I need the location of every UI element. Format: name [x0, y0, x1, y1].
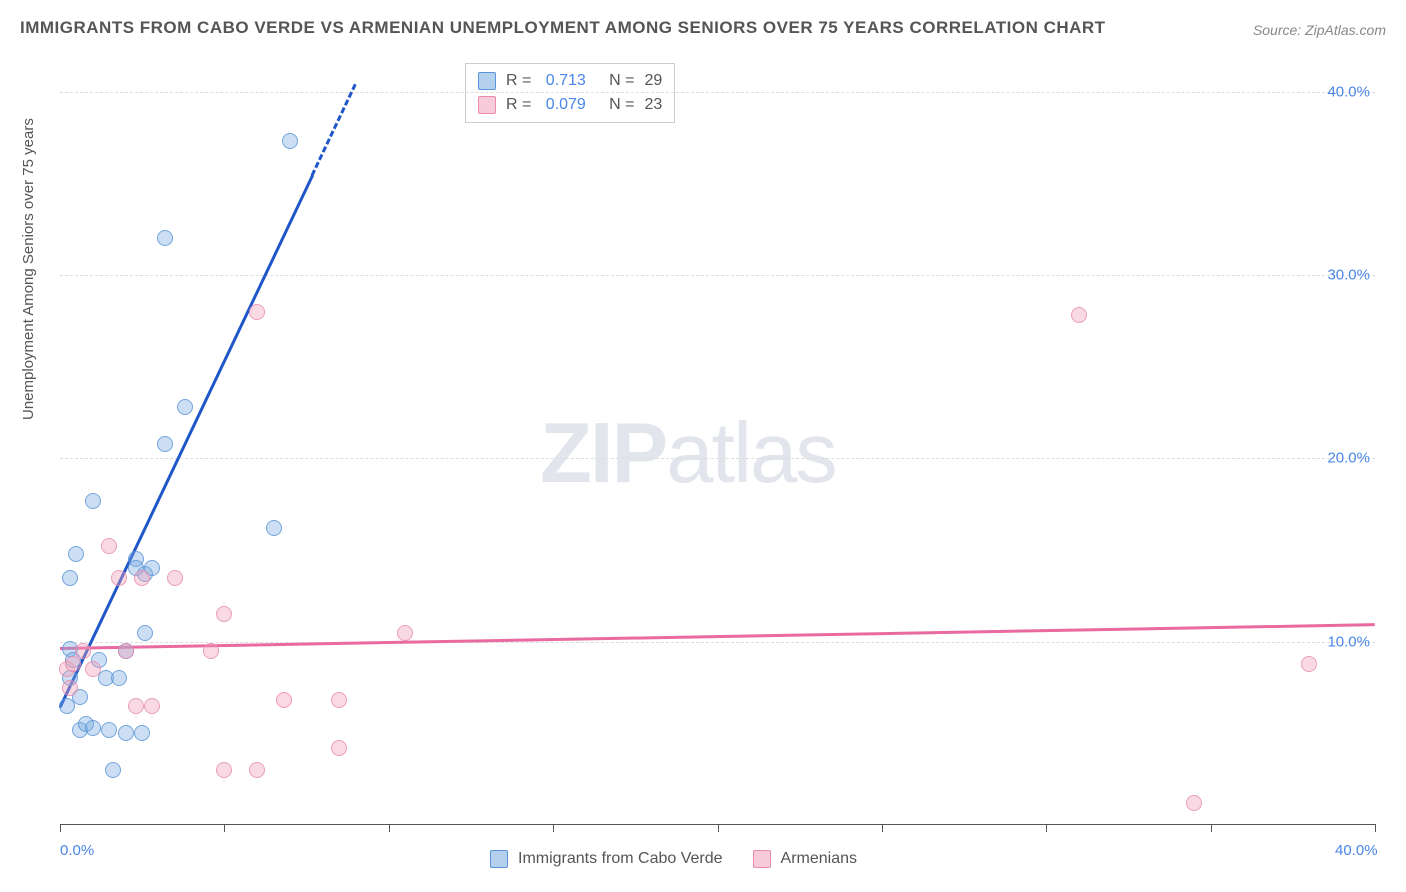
- x-tick: [224, 824, 225, 832]
- y-axis-label: Unemployment Among Seniors over 75 years: [20, 118, 37, 420]
- data-point: [1071, 307, 1087, 323]
- scatter-chart: ZIPatlas R = 0.713 N =29R = 0.079 N =23 …: [60, 55, 1375, 825]
- data-point: [167, 570, 183, 586]
- legend-label: Armenians: [781, 850, 857, 868]
- data-point: [157, 230, 173, 246]
- data-point: [177, 399, 193, 415]
- gridline: [60, 275, 1375, 276]
- n-label: N =: [596, 93, 635, 117]
- data-point: [266, 520, 282, 536]
- legend-item: Immigrants from Cabo Verde: [490, 850, 723, 868]
- data-point: [68, 546, 84, 562]
- data-point: [1186, 795, 1202, 811]
- data-point: [128, 698, 144, 714]
- y-tick-label: 20.0%: [1327, 450, 1370, 467]
- legend-row: R = 0.713 N = 29: [478, 69, 662, 93]
- data-point: [85, 720, 101, 736]
- data-point: [249, 304, 265, 320]
- data-point: [331, 692, 347, 708]
- legend-swatch: [753, 850, 771, 868]
- data-point: [111, 570, 127, 586]
- gridline: [60, 92, 1375, 93]
- r-value: 0.079: [541, 93, 585, 117]
- y-tick-label: 40.0%: [1327, 83, 1370, 100]
- data-point: [111, 670, 127, 686]
- legend-swatch: [478, 96, 496, 114]
- y-tick-label: 10.0%: [1327, 633, 1370, 650]
- series-legend: Immigrants from Cabo Verde Armenians: [490, 850, 857, 868]
- y-tick-label: 30.0%: [1327, 267, 1370, 284]
- data-point: [118, 643, 134, 659]
- data-point: [62, 680, 78, 696]
- x-tick-label: 0.0%: [60, 842, 94, 859]
- data-point: [276, 692, 292, 708]
- data-point: [85, 661, 101, 677]
- trend-line: [59, 175, 314, 708]
- x-tick: [1046, 824, 1047, 832]
- trend-line: [311, 83, 357, 176]
- correlation-legend: R = 0.713 N = 29 R = 0.079 N = 23: [465, 63, 675, 123]
- data-point: [137, 625, 153, 641]
- legend-row: R = 0.079 N = 23: [478, 93, 662, 117]
- r-label: R =: [506, 93, 531, 117]
- source-attribution: Source: ZipAtlas.com: [1253, 22, 1386, 38]
- legend-item: Armenians: [753, 850, 857, 868]
- n-value: 23: [645, 93, 663, 117]
- x-tick-label: 40.0%: [1335, 842, 1378, 859]
- data-point: [397, 625, 413, 641]
- r-label: R =: [506, 69, 531, 93]
- data-point: [75, 643, 91, 659]
- data-point: [331, 740, 347, 756]
- data-point: [134, 725, 150, 741]
- chart-title: IMMIGRANTS FROM CABO VERDE VS ARMENIAN U…: [20, 18, 1106, 38]
- x-tick: [882, 824, 883, 832]
- data-point: [1301, 656, 1317, 672]
- data-point: [249, 762, 265, 778]
- x-tick: [60, 824, 61, 832]
- data-point: [134, 570, 150, 586]
- legend-swatch: [478, 72, 496, 90]
- n-value: 29: [645, 69, 663, 93]
- x-tick: [389, 824, 390, 832]
- data-point: [101, 722, 117, 738]
- r-value: 0.713: [541, 69, 585, 93]
- data-point: [282, 133, 298, 149]
- data-point: [101, 538, 117, 554]
- data-point: [157, 436, 173, 452]
- n-label: N =: [596, 69, 635, 93]
- data-point: [62, 570, 78, 586]
- data-point: [144, 698, 160, 714]
- x-tick: [718, 824, 719, 832]
- x-tick: [1375, 824, 1376, 832]
- legend-label: Immigrants from Cabo Verde: [518, 850, 723, 868]
- data-point: [105, 762, 121, 778]
- legend-swatch: [490, 850, 508, 868]
- data-point: [216, 606, 232, 622]
- data-point: [216, 762, 232, 778]
- data-point: [118, 725, 134, 741]
- data-point: [85, 493, 101, 509]
- gridline: [60, 458, 1375, 459]
- x-tick: [553, 824, 554, 832]
- x-tick: [1211, 824, 1212, 832]
- data-point: [203, 643, 219, 659]
- trend-line: [60, 623, 1375, 650]
- watermark: ZIPatlas: [540, 405, 836, 503]
